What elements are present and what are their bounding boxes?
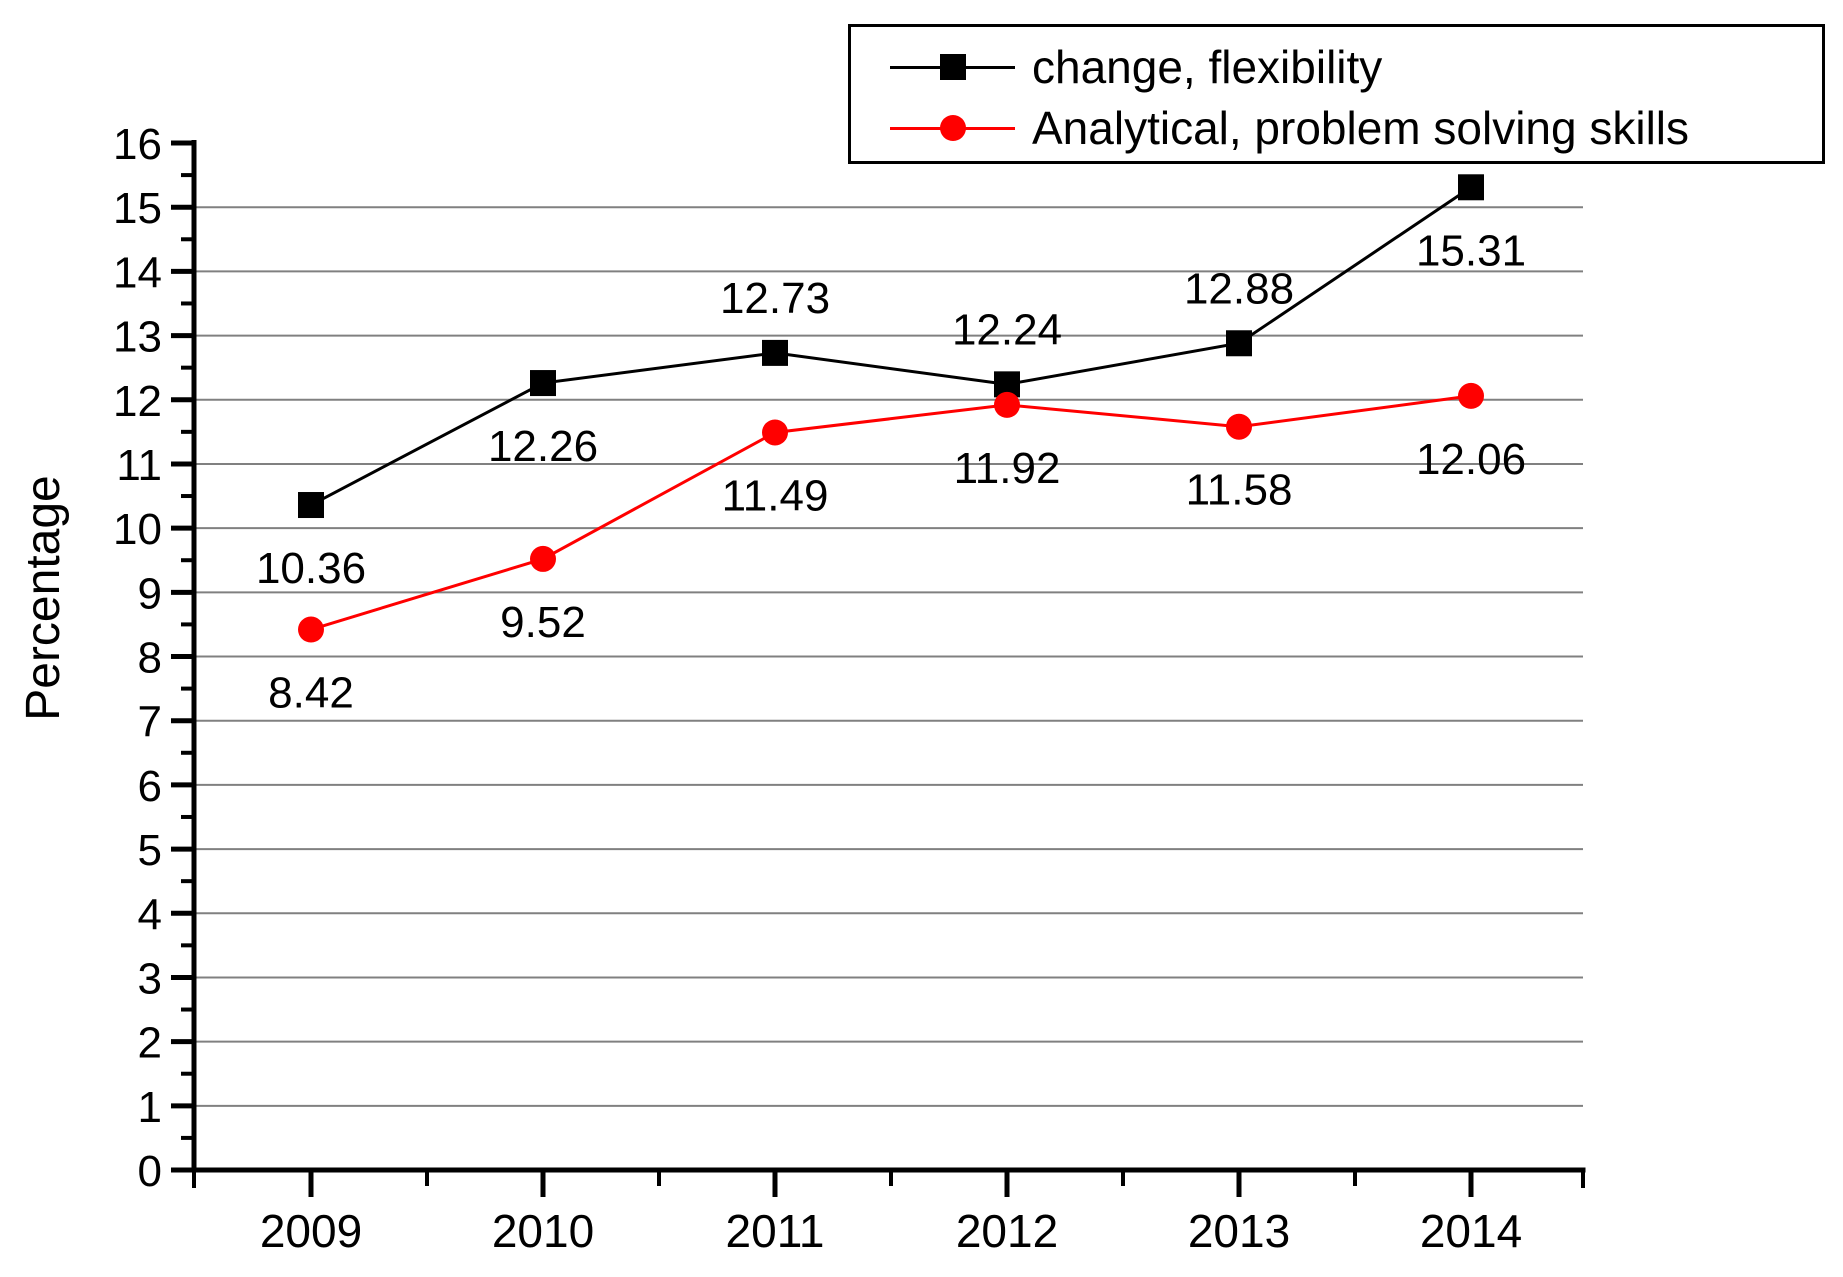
x-tick-label: 2011 — [726, 1205, 825, 1257]
legend: change, flexibility Analytical, problem … — [848, 24, 1825, 164]
x-tick-label: 2012 — [956, 1205, 1058, 1257]
data-point-marker-circle — [298, 616, 324, 643]
x-tick-label: 2010 — [492, 1205, 594, 1257]
y-tick-label: 2 — [138, 1019, 162, 1068]
y-tick-label: 15 — [113, 184, 162, 233]
series-line-0 — [310, 186, 1472, 507]
y-tick-label: 3 — [138, 954, 162, 1003]
y-tick-label: 16 — [113, 120, 162, 169]
y-tick-label: 14 — [113, 248, 162, 297]
data-point-marker-circle — [530, 545, 556, 572]
data-label: 9.52 — [500, 598, 586, 647]
legend-line-sample — [890, 54, 1015, 80]
y-tick-label: 5 — [138, 826, 162, 875]
data-point-marker-square — [298, 492, 324, 519]
data-label: 10.36 — [256, 544, 366, 593]
y-tick-label: 12 — [113, 377, 162, 426]
data-label: 11.58 — [1186, 466, 1293, 515]
y-tick-label: 9 — [138, 569, 162, 618]
y-tick-label: 6 — [138, 762, 162, 811]
data-label: 12.24 — [952, 305, 1062, 354]
data-point-marker-square — [1458, 174, 1484, 201]
data-label: 12.06 — [1416, 435, 1526, 484]
y-tick-label: 4 — [138, 890, 162, 939]
data-label: 12.26 — [488, 422, 598, 471]
data-point-marker-circle — [1458, 382, 1484, 409]
data-point-marker-square — [1226, 330, 1252, 357]
data-label: 11.92 — [954, 444, 1061, 493]
data-point-marker-square — [762, 339, 788, 366]
x-tick-label: 2013 — [1188, 1205, 1290, 1257]
legend-line-sample — [890, 115, 1015, 141]
data-label: 12.88 — [1184, 264, 1294, 313]
y-tick-label: 10 — [113, 505, 162, 554]
y-tick-label: 8 — [138, 634, 162, 683]
series-line-1 — [310, 394, 1472, 631]
y-tick-label: 7 — [138, 698, 162, 747]
y-tick-label: 11 — [116, 441, 162, 490]
y-tick-label: 13 — [113, 313, 162, 362]
legend-entry-change-flexibility: change, flexibility — [890, 44, 1822, 90]
legend-entry-analytical-problem-solving: Analytical, problem solving skills — [890, 105, 1822, 151]
y-axis-title-text: Percentage — [17, 475, 70, 721]
x-tick-label: 2009 — [260, 1205, 362, 1257]
data-label: 15.31 — [1416, 226, 1526, 275]
legend-label: Analytical, problem solving skills — [1032, 102, 1690, 154]
data-point-marker-circle — [762, 419, 788, 446]
y-tick-label: 0 — [138, 1147, 162, 1196]
data-label: 11.49 — [722, 471, 829, 520]
y-tick-label: 1 — [138, 1083, 162, 1132]
data-point-marker-square — [530, 370, 556, 397]
square-marker-icon — [939, 54, 966, 80]
data-point-marker-circle — [1226, 413, 1252, 440]
circle-marker-icon — [939, 115, 966, 141]
legend-label: change, flexibility — [1032, 41, 1383, 93]
data-point-marker-circle — [994, 391, 1020, 418]
data-label: 8.42 — [268, 669, 354, 718]
x-tick-label: 2014 — [1420, 1205, 1522, 1257]
data-label: 12.73 — [720, 274, 830, 323]
